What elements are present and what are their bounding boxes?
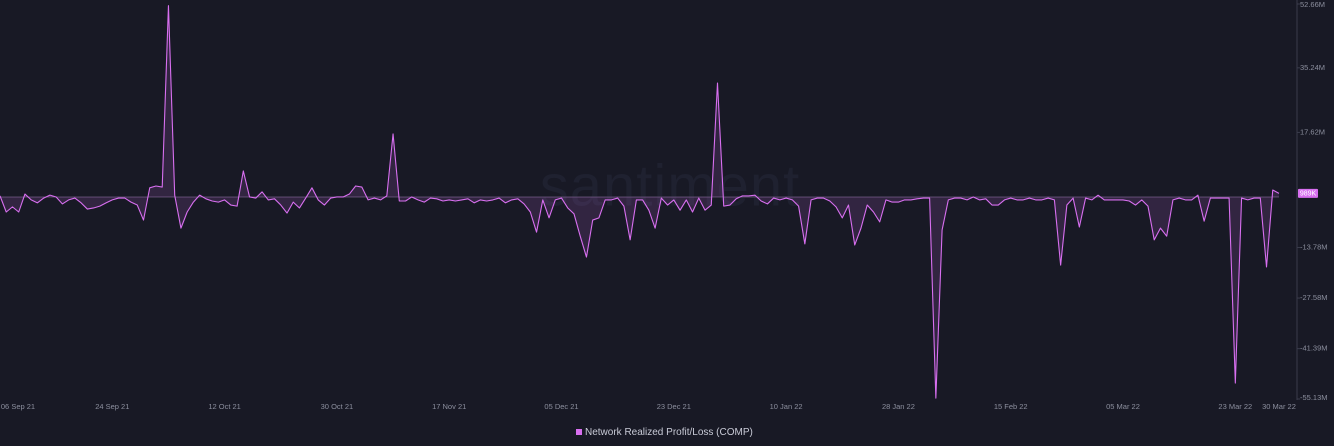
x-tick-label: 23 Dec 21	[657, 402, 691, 411]
x-tick-label: 24 Sep 21	[95, 402, 129, 411]
x-tick-label: 05 Mar 22	[1106, 402, 1140, 411]
y-tick-label: -41.39M	[1300, 344, 1328, 353]
x-tick-label: 10 Jan 22	[770, 402, 803, 411]
y-tick-label: 52.66M	[1300, 0, 1325, 9]
x-tick-label: 23 Mar 22	[1218, 402, 1252, 411]
y-tick-label: -13.78M	[1300, 242, 1328, 251]
legend-swatch	[576, 429, 582, 435]
y-tick-label: 35.24M	[1300, 63, 1325, 72]
watermark: santiment	[540, 153, 800, 218]
x-tick-label: 30 Mar 22	[1262, 402, 1296, 411]
x-tick-label: 05 Dec 21	[544, 402, 578, 411]
line	[0, 5, 1280, 399]
x-tick-label: 17 Nov 21	[432, 402, 466, 411]
x-tick-label: 28 Jan 22	[882, 402, 915, 411]
x-tick-label: 15 Feb 22	[994, 402, 1028, 411]
last-value-box	[1298, 188, 1318, 198]
y-tick-label: -27.58M	[1300, 293, 1328, 302]
y-tick-label: -55.13M	[1300, 393, 1328, 402]
last-value-label: 989K	[1300, 191, 1317, 198]
x-tick-label: 30 Oct 21	[321, 402, 354, 411]
x-tick-label: 12 Oct 21	[208, 402, 241, 411]
legend-label: Network Realized Profit/Loss (COMP)	[585, 427, 753, 438]
x-tick-label: 06 Sep 21	[1, 402, 35, 411]
y-tick-label: 17.62M	[1300, 127, 1325, 136]
